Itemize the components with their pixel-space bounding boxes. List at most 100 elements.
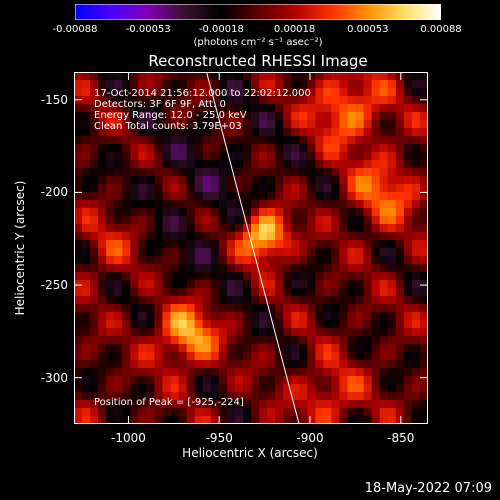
heatmap-cell [299, 144, 308, 153]
heatmap-cell [146, 408, 156, 417]
heatmap-cell [130, 376, 139, 385]
heatmap-cell [82, 80, 91, 89]
heatmap-cell [146, 160, 156, 169]
heatmap-cell [210, 360, 220, 369]
heatmap-cell [267, 272, 276, 281]
heatmap-cell [419, 136, 428, 145]
heatmap-cell [267, 208, 276, 217]
heatmap-cell [82, 392, 91, 401]
heatmap-cell [202, 232, 212, 241]
heatmap-cell [307, 304, 316, 313]
heatmap-cell [154, 152, 164, 161]
heatmap-cell [162, 288, 172, 297]
heatmap-cell [355, 208, 365, 217]
heatmap-cell [130, 240, 139, 249]
heatmap-cell [363, 352, 373, 361]
heatmap-cell [106, 176, 115, 185]
heatmap-cell [259, 280, 268, 289]
heatmap-cell [347, 192, 357, 201]
heatmap-cell [339, 168, 349, 177]
heatmap-cell [395, 320, 405, 329]
heatmap-cell [275, 192, 284, 201]
heatmap-cell [267, 144, 276, 153]
heatmap-cell [90, 192, 99, 201]
heatmap-cell [395, 200, 405, 209]
heatmap-cell [395, 232, 405, 241]
heatmap-cell [339, 296, 349, 305]
heatmap-cell [291, 88, 300, 97]
heatmap-cell [267, 128, 276, 137]
heatmap-cell [315, 352, 325, 361]
heatmap-cell [234, 352, 244, 361]
heatmap-cell [363, 136, 373, 145]
heatmap-cell [162, 344, 172, 353]
heatmap-cell [283, 304, 292, 313]
heatmap-cell [379, 376, 389, 385]
heatmap-cell [170, 360, 180, 369]
heatmap-cell [242, 168, 252, 177]
heatmap-cell [74, 368, 83, 377]
heatmap-cell [130, 152, 139, 161]
heatmap-cell [202, 368, 212, 377]
heatmap-cell [371, 112, 381, 121]
heatmap-cell [186, 160, 196, 169]
heatmap-cell [363, 72, 373, 81]
heatmap-cell [307, 280, 316, 289]
heatmap-cell [170, 280, 180, 289]
heatmap-cell [275, 288, 284, 297]
heatmap-cell [347, 336, 357, 345]
heatmap-cell [170, 208, 180, 217]
heatmap-cell [363, 232, 373, 241]
heatmap-cell [114, 200, 123, 209]
heatmap-cell [403, 392, 413, 401]
heatmap-cell [251, 240, 260, 249]
heatmap-cell [218, 96, 228, 105]
heatmap-cell [170, 152, 180, 161]
heatmap-cell [347, 232, 357, 241]
heatmap-cell [218, 304, 228, 313]
heatmap-cell [323, 400, 333, 409]
heatmap-cell [90, 272, 99, 281]
heatmap-cell [210, 344, 220, 353]
heatmap-cell [74, 176, 83, 185]
heatmap-cell [403, 80, 413, 89]
heatmap-cell [98, 304, 107, 313]
heatmap-cell [186, 240, 196, 249]
heatmap-cell [347, 416, 357, 424]
heatmap-cell [323, 224, 333, 233]
heatmap-cell [234, 384, 244, 393]
heatmap-cell [138, 272, 148, 281]
heatmap-cell [331, 80, 341, 89]
heatmap-cell [387, 320, 397, 329]
heatmap-cell [331, 168, 341, 177]
heatmap-cell [194, 120, 204, 129]
heatmap-cell [178, 264, 188, 273]
heatmap-cell [218, 240, 228, 249]
heatmap-cell [178, 192, 188, 201]
heatmap-cell [122, 360, 131, 369]
heatmap-cell [234, 272, 244, 281]
heatmap-cell [98, 208, 107, 217]
heatmap-cell [146, 200, 156, 209]
heatmap-cell [307, 224, 316, 233]
heatmap-cell [130, 176, 139, 185]
heatmap-cell [363, 168, 373, 177]
heatmap-cell [259, 128, 268, 137]
heatmap-cell [226, 288, 236, 297]
heatmap-cell [234, 160, 244, 169]
heatmap-cell [226, 216, 236, 225]
heatmap-cell [363, 408, 373, 417]
heatmap-cell [162, 312, 172, 321]
heatmap-cell [379, 288, 389, 297]
heatmap-cell [82, 200, 91, 209]
heatmap-cell [218, 312, 228, 321]
heatmap-cell [202, 392, 212, 401]
heatmap-cell [138, 408, 148, 417]
heatmap-cell [186, 304, 196, 313]
heatmap-cell [226, 416, 236, 424]
heatmap-cell [82, 160, 91, 169]
heatmap-cell [90, 384, 99, 393]
heatmap-cell [307, 216, 316, 225]
heatmap-cell [122, 224, 131, 233]
heatmap-cell [379, 88, 389, 97]
